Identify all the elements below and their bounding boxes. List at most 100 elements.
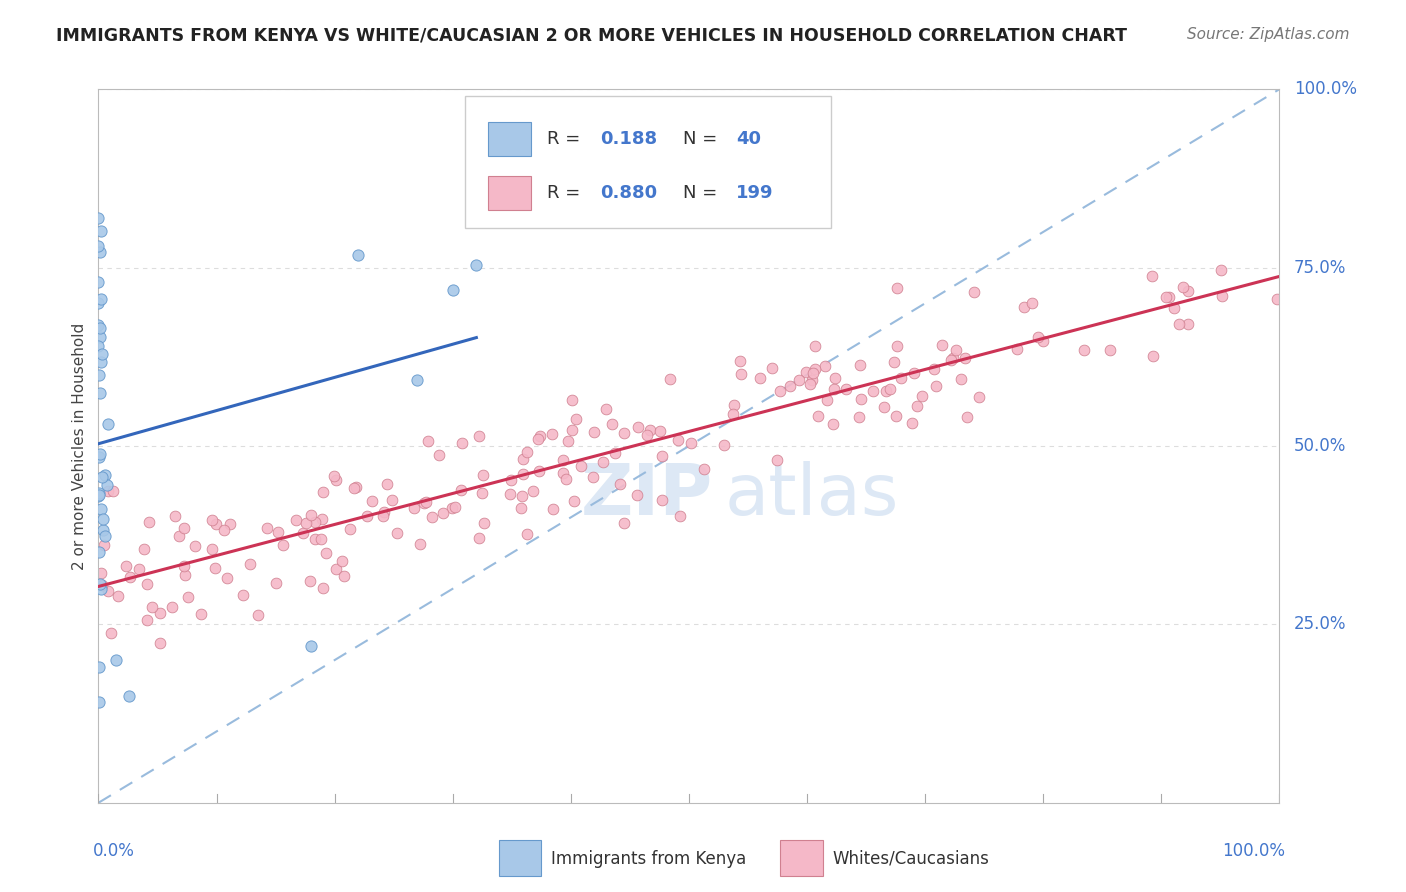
Point (87, 544, 110, 558)
Text: N =: N = (683, 184, 723, 202)
Point (522, 483, 544, 498)
Point (541, 501, 564, 516)
Point (267, 525, 290, 540)
Point (304, 516, 326, 530)
Point (90, 292, 112, 306)
Point (728, 354, 751, 368)
Point (91, 511, 114, 525)
Point (89, 385, 111, 400)
Text: ZIP: ZIP (581, 461, 713, 531)
Point (557, 434, 579, 449)
Point (925, 379, 948, 393)
Point (561, 423, 583, 437)
Point (499, 473, 522, 487)
Point (569, 459, 592, 474)
Point (184, 539, 207, 553)
Point (149, 636, 172, 650)
Point (271, 538, 294, 552)
Y-axis label: 2 or more Vehicles in Household: 2 or more Vehicles in Household (72, 322, 87, 570)
Point (666, 434, 689, 448)
Text: IMMIGRANTS FROM KENYA VS WHITE/CAUCASIAN 2 OR MORE VEHICLES IN HOUSEHOLD CORRELA: IMMIGRANTS FROM KENYA VS WHITE/CAUCASIAN… (56, 27, 1128, 45)
Point (945, 343, 967, 357)
Point (173, 521, 195, 535)
Text: 100.0%: 100.0% (1294, 80, 1357, 98)
Point (582, 425, 605, 440)
Point (89, 244, 111, 259)
Point (264, 575, 287, 590)
Text: 0.0%: 0.0% (93, 842, 135, 860)
Point (730, 367, 752, 381)
Point (471, 468, 494, 483)
Point (138, 515, 160, 529)
Point (510, 489, 533, 503)
Point (873, 400, 896, 414)
Point (835, 382, 858, 396)
Text: 25.0%: 25.0% (1294, 615, 1346, 633)
Point (592, 455, 614, 469)
Point (626, 488, 648, 502)
Point (499, 486, 522, 500)
Point (1099, 343, 1122, 357)
Point (817, 393, 839, 408)
Point (427, 448, 450, 462)
Point (823, 417, 845, 431)
Point (285, 513, 308, 527)
Point (174, 568, 197, 582)
Point (412, 496, 434, 510)
Point (804, 362, 827, 376)
Point (90, 502, 112, 516)
Point (1021, 296, 1043, 310)
Point (613, 426, 636, 441)
Point (804, 339, 827, 353)
Point (582, 470, 605, 484)
Point (107, 589, 129, 603)
Point (94, 529, 117, 543)
Point (315, 546, 337, 560)
Point (212, 524, 235, 538)
Point (167, 529, 190, 543)
Text: 50.0%: 50.0% (1294, 437, 1346, 455)
Point (605, 445, 627, 459)
Point (723, 398, 745, 412)
Point (693, 462, 716, 476)
Point (89, 486, 111, 500)
Point (1163, 301, 1185, 316)
Point (97, 584, 120, 599)
Point (239, 557, 262, 571)
Point (330, 554, 353, 568)
Text: Source: ZipAtlas.com: Source: ZipAtlas.com (1187, 27, 1350, 42)
Point (90, 223, 112, 237)
Point (415, 495, 437, 509)
Point (311, 485, 333, 500)
Text: 75.0%: 75.0% (1294, 259, 1346, 277)
Point (1157, 290, 1180, 304)
Point (769, 384, 792, 399)
Point (87, 211, 110, 225)
Point (879, 382, 901, 396)
Point (799, 376, 821, 391)
Point (474, 516, 496, 530)
Point (813, 359, 835, 373)
Point (1171, 279, 1194, 293)
Point (875, 384, 897, 399)
Point (96, 483, 118, 498)
Point (953, 351, 976, 365)
FancyBboxPatch shape (488, 176, 530, 210)
Point (823, 382, 845, 396)
Point (346, 480, 368, 494)
Point (120, 570, 142, 584)
Point (669, 509, 692, 524)
Point (648, 424, 671, 438)
Point (1168, 318, 1191, 332)
Point (87, 695, 110, 709)
Point (299, 508, 322, 523)
Point (609, 477, 631, 491)
Point (441, 283, 464, 297)
Point (136, 613, 159, 627)
Point (636, 427, 658, 442)
Point (190, 607, 212, 621)
Point (304, 532, 326, 546)
Point (128, 561, 150, 575)
Point (555, 472, 578, 486)
Point (89, 321, 111, 335)
